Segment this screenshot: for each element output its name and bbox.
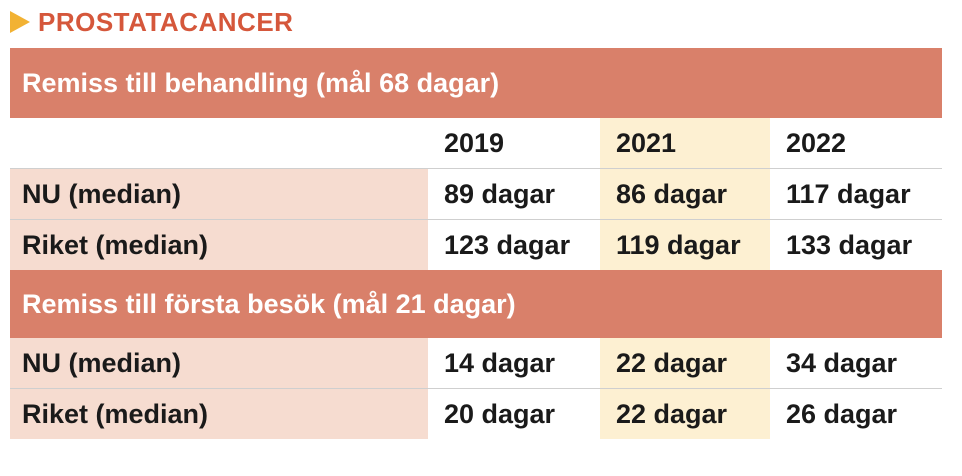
table-row: Riket (median) 20 dagar 22 dagar 26 daga…	[10, 388, 942, 439]
row-label: NU (median)	[10, 338, 428, 388]
row-label: Riket (median)	[10, 389, 428, 439]
table-row: Riket (median) 123 dagar 119 dagar 133 d…	[10, 219, 942, 270]
header-empty-cell	[10, 118, 428, 168]
value-cell: 20 dagar	[444, 398, 556, 429]
section-header: Remiss till behandling (mål 68 dagar)	[10, 48, 942, 118]
value-cell: 89 dagar	[444, 178, 556, 209]
value-cell: 119 dagar	[600, 220, 770, 270]
title-row: PROSTATACANCER	[10, 4, 293, 40]
value-cell: 34 dagar	[786, 347, 898, 378]
page-title: PROSTATACANCER	[38, 6, 294, 37]
value-cell: 22 dagar	[600, 389, 770, 439]
value-cell: 14 dagar	[444, 347, 556, 378]
section-header: Remiss till första besök (mål 21 dagar)	[10, 270, 942, 338]
value-cell: 86 dagar	[600, 169, 770, 219]
value-cell: 123 dagar	[444, 229, 571, 260]
value-cell: 26 dagar	[786, 398, 898, 429]
row-label: Riket (median)	[10, 220, 428, 270]
table-row: NU (median) 14 dagar 22 dagar 34 dagar	[10, 338, 942, 388]
year-header-2019: 2019	[444, 127, 505, 158]
value-cell: 117 dagar	[786, 178, 911, 209]
table-row: NU (median) 89 dagar 86 dagar 117 dagar	[10, 168, 942, 219]
year-header-row: 2019 2021 2022	[10, 118, 942, 168]
year-header-2022: 2022	[786, 127, 847, 158]
data-table: Remiss till behandling (mål 68 dagar) 20…	[10, 48, 942, 439]
value-cell: 22 dagar	[600, 338, 770, 388]
year-header-2021: 2021	[600, 118, 770, 168]
value-cell: 133 dagar	[786, 229, 913, 260]
row-label: NU (median)	[10, 169, 428, 219]
triangle-arrow-icon	[10, 11, 30, 33]
